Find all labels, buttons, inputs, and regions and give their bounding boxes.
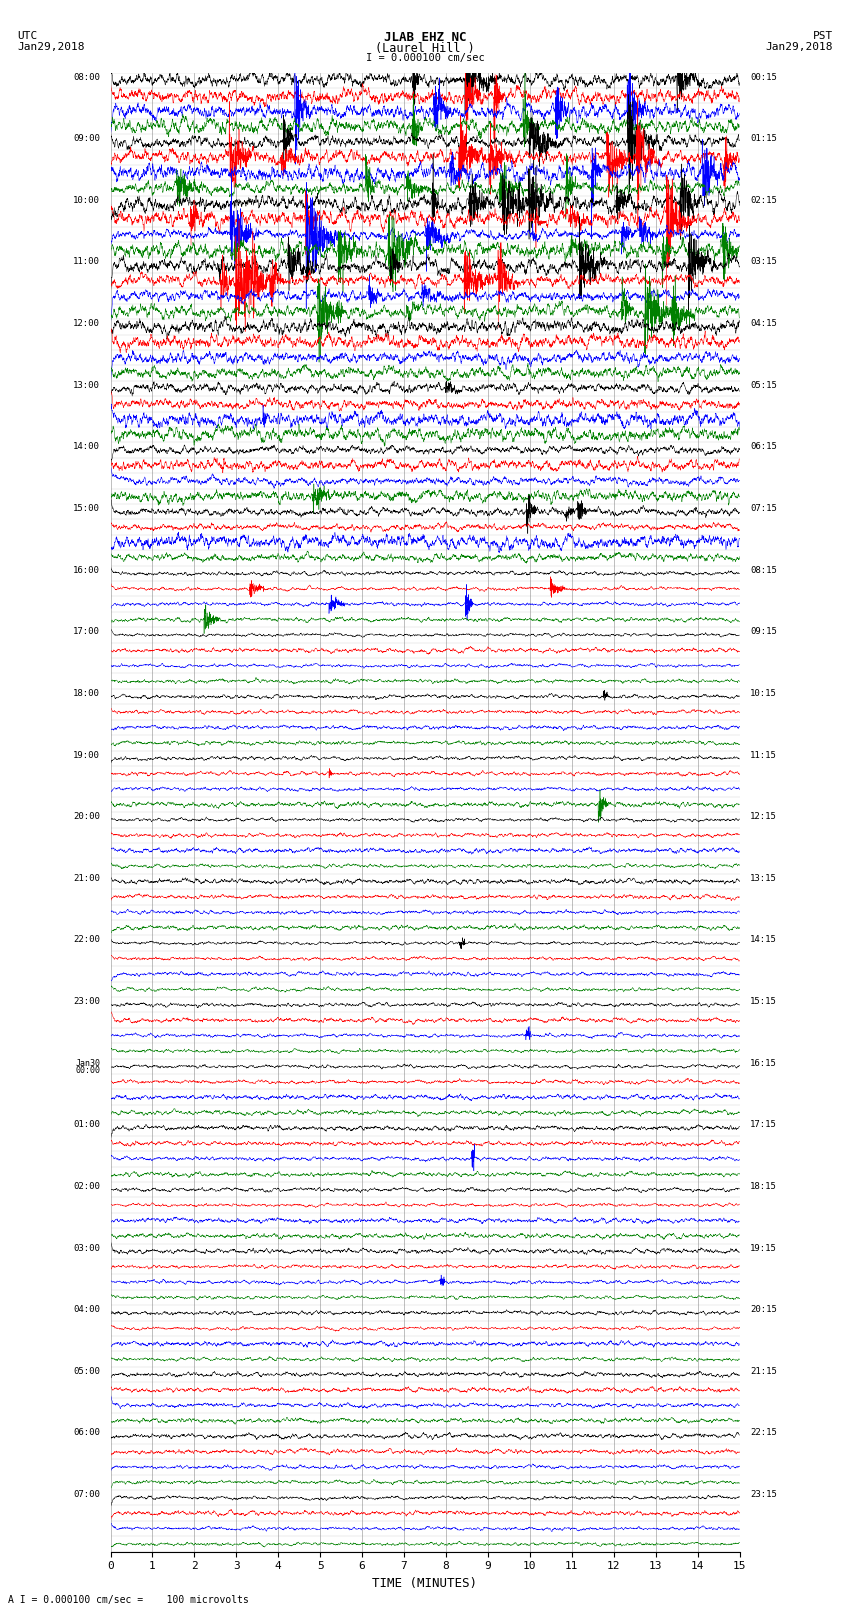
Text: 05:15: 05:15 bbox=[750, 381, 777, 390]
Text: 14:00: 14:00 bbox=[73, 442, 100, 452]
Text: 04:15: 04:15 bbox=[750, 319, 777, 327]
Text: 12:00: 12:00 bbox=[73, 319, 100, 327]
Text: 09:15: 09:15 bbox=[750, 627, 777, 636]
Text: 03:00: 03:00 bbox=[73, 1244, 100, 1253]
Text: 17:00: 17:00 bbox=[73, 627, 100, 636]
Text: 18:00: 18:00 bbox=[73, 689, 100, 698]
Text: I = 0.000100 cm/sec: I = 0.000100 cm/sec bbox=[366, 53, 484, 63]
Text: 07:00: 07:00 bbox=[73, 1490, 100, 1498]
Text: A I = 0.000100 cm/sec =    100 microvolts: A I = 0.000100 cm/sec = 100 microvolts bbox=[8, 1595, 249, 1605]
Text: 13:15: 13:15 bbox=[750, 874, 777, 882]
Text: 10:00: 10:00 bbox=[73, 195, 100, 205]
Text: 21:15: 21:15 bbox=[750, 1366, 777, 1376]
Text: JLAB EHZ NC: JLAB EHZ NC bbox=[383, 31, 467, 44]
Text: 07:15: 07:15 bbox=[750, 503, 777, 513]
Text: 00:00: 00:00 bbox=[75, 1066, 100, 1074]
Text: 00:15: 00:15 bbox=[750, 73, 777, 82]
Text: 11:00: 11:00 bbox=[73, 258, 100, 266]
Text: 18:15: 18:15 bbox=[750, 1182, 777, 1190]
Text: Jan29,2018: Jan29,2018 bbox=[766, 42, 833, 52]
Text: 14:15: 14:15 bbox=[750, 936, 777, 944]
Text: 06:00: 06:00 bbox=[73, 1429, 100, 1437]
Text: 20:00: 20:00 bbox=[73, 813, 100, 821]
Text: 11:15: 11:15 bbox=[750, 750, 777, 760]
Text: 08:15: 08:15 bbox=[750, 566, 777, 574]
Text: 23:00: 23:00 bbox=[73, 997, 100, 1007]
Text: 12:15: 12:15 bbox=[750, 813, 777, 821]
Text: 06:15: 06:15 bbox=[750, 442, 777, 452]
Text: (Laurel Hill ): (Laurel Hill ) bbox=[375, 42, 475, 55]
Text: 16:00: 16:00 bbox=[73, 566, 100, 574]
Text: 02:00: 02:00 bbox=[73, 1182, 100, 1190]
Text: UTC: UTC bbox=[17, 31, 37, 40]
Text: 16:15: 16:15 bbox=[750, 1058, 777, 1068]
Text: 20:15: 20:15 bbox=[750, 1305, 777, 1315]
Text: 23:15: 23:15 bbox=[750, 1490, 777, 1498]
Text: 01:00: 01:00 bbox=[73, 1121, 100, 1129]
Text: 21:00: 21:00 bbox=[73, 874, 100, 882]
Text: 17:15: 17:15 bbox=[750, 1121, 777, 1129]
Text: PST: PST bbox=[813, 31, 833, 40]
Text: Jan30: Jan30 bbox=[75, 1060, 100, 1068]
Text: 22:15: 22:15 bbox=[750, 1429, 777, 1437]
Text: 19:15: 19:15 bbox=[750, 1244, 777, 1253]
X-axis label: TIME (MINUTES): TIME (MINUTES) bbox=[372, 1578, 478, 1590]
Text: 15:15: 15:15 bbox=[750, 997, 777, 1007]
Text: 08:00: 08:00 bbox=[73, 73, 100, 82]
Text: 09:00: 09:00 bbox=[73, 134, 100, 144]
Text: 10:15: 10:15 bbox=[750, 689, 777, 698]
Text: 15:00: 15:00 bbox=[73, 503, 100, 513]
Text: 04:00: 04:00 bbox=[73, 1305, 100, 1315]
Text: Jan29,2018: Jan29,2018 bbox=[17, 42, 84, 52]
Text: 22:00: 22:00 bbox=[73, 936, 100, 944]
Text: 02:15: 02:15 bbox=[750, 195, 777, 205]
Text: 03:15: 03:15 bbox=[750, 258, 777, 266]
Text: 05:00: 05:00 bbox=[73, 1366, 100, 1376]
Text: 01:15: 01:15 bbox=[750, 134, 777, 144]
Text: 13:00: 13:00 bbox=[73, 381, 100, 390]
Text: 19:00: 19:00 bbox=[73, 750, 100, 760]
